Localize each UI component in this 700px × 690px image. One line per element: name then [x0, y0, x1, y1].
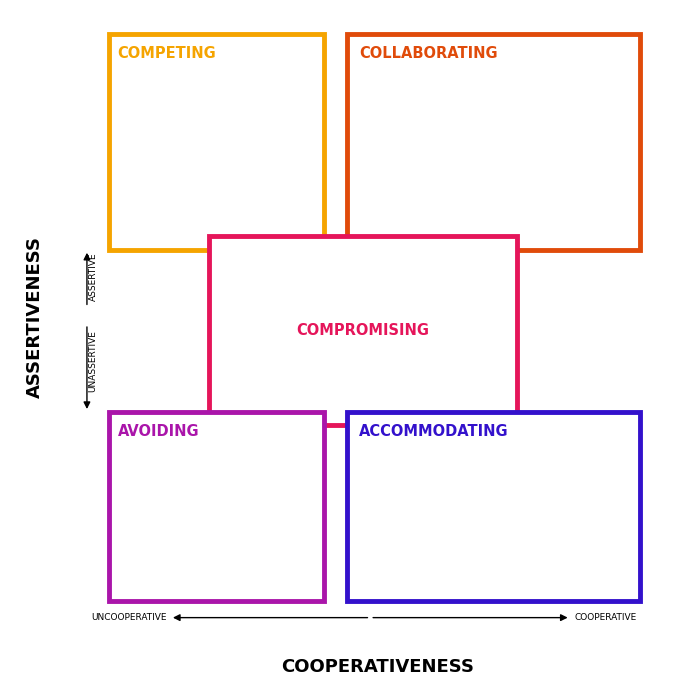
Text: AVOIDING: AVOIDING: [118, 424, 200, 439]
Text: COOPERATIVENESS: COOPERATIVENESS: [281, 658, 475, 676]
Text: COMPETING: COMPETING: [118, 46, 216, 61]
Text: COOPERATIVE: COOPERATIVE: [574, 613, 636, 622]
Text: ASSERTIVE: ASSERTIVE: [88, 253, 97, 302]
FancyBboxPatch shape: [108, 412, 324, 601]
FancyBboxPatch shape: [209, 237, 517, 425]
FancyBboxPatch shape: [347, 34, 640, 250]
FancyBboxPatch shape: [347, 412, 640, 601]
Text: UNASSERTIVE: UNASSERTIVE: [88, 331, 97, 392]
FancyBboxPatch shape: [108, 34, 324, 250]
Text: ASSERTIVENESS: ASSERTIVENESS: [27, 237, 44, 398]
Text: COMPROMISING: COMPROMISING: [296, 324, 429, 338]
Text: COLLABORATING: COLLABORATING: [358, 46, 498, 61]
Text: UNCOOPERATIVE: UNCOOPERATIVE: [91, 613, 167, 622]
Text: ACCOMMODATING: ACCOMMODATING: [358, 424, 508, 439]
